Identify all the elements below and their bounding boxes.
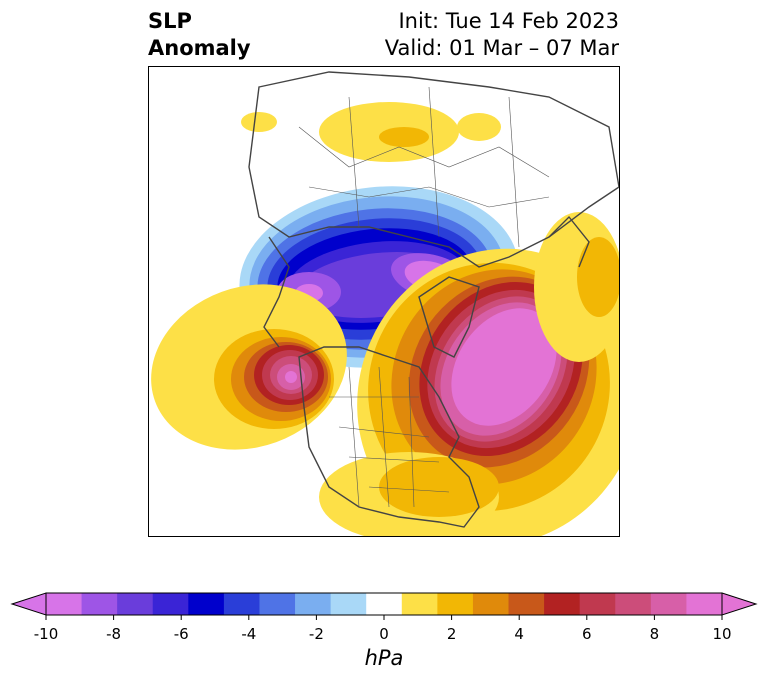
- chart-title: SLP Anomaly: [148, 8, 251, 62]
- colorbar-segment: [686, 593, 723, 615]
- colorbar-tick-label: -8: [106, 625, 122, 643]
- colorbar-segment: [188, 593, 225, 615]
- colorbar-segment: [401, 593, 438, 615]
- colorbar-tick-label: -10: [33, 625, 59, 643]
- colorbar-segment: [615, 593, 652, 615]
- colorbar-segment: [223, 593, 260, 615]
- coastlines: [248, 71, 619, 528]
- colorbar-segment: [259, 593, 296, 615]
- colorbar-segment: [650, 593, 687, 615]
- political-borders: [298, 86, 550, 508]
- colorbar-segment: [366, 593, 403, 615]
- colorbar-tick-label: 4: [514, 625, 524, 643]
- map-svg: [151, 71, 619, 536]
- colorbar-tick-label: 10: [712, 625, 732, 643]
- init-date: Init: Tue 14 Feb 2023: [398, 9, 619, 33]
- colorbar-segment: [152, 593, 189, 615]
- colorbar-over-arrow: [721, 592, 758, 616]
- colorbar-svg: [10, 592, 758, 620]
- colorbar: [0, 585, 768, 684]
- colorbar-segment: [437, 593, 474, 615]
- map-panel: [148, 66, 620, 537]
- positive-anomaly-eurasia: [241, 102, 619, 536]
- colorbar-tick-label: 8: [649, 625, 660, 643]
- colorbar-segment: [330, 593, 367, 615]
- colorbar-segment: [81, 593, 118, 615]
- valid-date: Valid: 01 Mar – 07 Mar: [384, 36, 619, 60]
- colorbar-segment: [46, 593, 83, 615]
- chart-dates: Init: Tue 14 Feb 2023 Valid: 01 Mar – 07…: [385, 8, 619, 62]
- colorbar-tick-label: 6: [582, 625, 592, 643]
- colorbar-segment: [544, 593, 581, 615]
- colorbar-under-arrow: [10, 592, 47, 616]
- colorbar-segment: [117, 593, 154, 615]
- colorbar-segment: [508, 593, 545, 615]
- colorbar-segment: [295, 593, 332, 615]
- colorbar-segment: [579, 593, 616, 615]
- colorbar-tick-label: -4: [241, 625, 257, 643]
- title-variable: SLP: [148, 9, 192, 33]
- colorbar-tick-label: 2: [446, 625, 457, 643]
- colorbar-tick-label: 0: [379, 625, 389, 643]
- title-variable-2: Anomaly: [148, 36, 251, 60]
- colorbar-segment: [472, 593, 510, 615]
- colorbar-tick-label: -6: [173, 625, 189, 643]
- colorbar-units: hPa: [364, 646, 404, 670]
- colorbar-tick-label: -2: [308, 625, 324, 643]
